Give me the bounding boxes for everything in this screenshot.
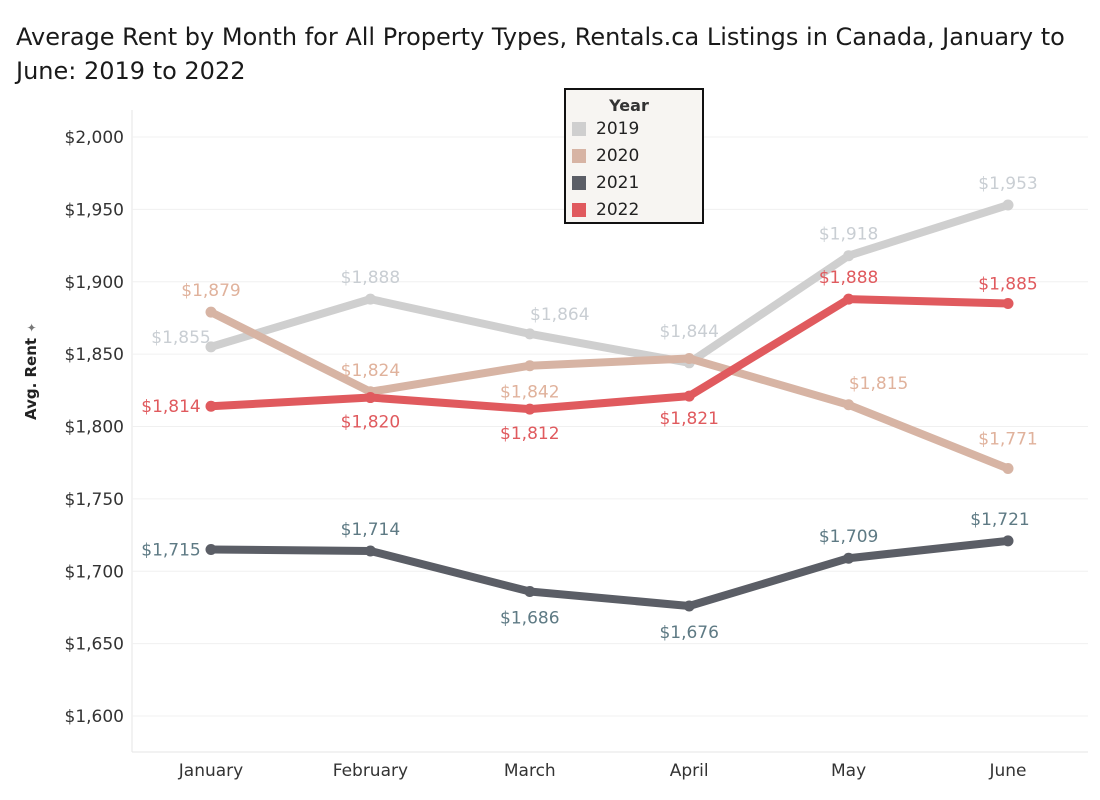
data-point-2021: [683, 600, 695, 612]
data-label-2022: $1,812: [500, 424, 559, 444]
x-tick-label: February: [333, 761, 408, 781]
y-tick-label: $1,950: [65, 200, 124, 220]
legend[interactable]: Year 2019 2020 2021 2022: [564, 88, 704, 224]
data-point-2020: [524, 360, 536, 372]
data-label-2020: $1,879: [181, 281, 240, 301]
data-label-2020: $1,824: [341, 361, 400, 381]
data-point-2022: [1002, 297, 1014, 309]
data-label-2019: $1,888: [341, 268, 400, 288]
legend-label: 2020: [596, 145, 640, 166]
data-point-2021: [843, 552, 855, 564]
legend-item-2022[interactable]: 2022: [566, 196, 702, 223]
chart-title: Average Rent by Month for All Property T…: [16, 23, 1065, 85]
legend-swatch: [572, 175, 586, 190]
x-tick-label: March: [504, 761, 556, 781]
data-point-2019: [843, 250, 855, 262]
data-point-2022: [205, 400, 217, 412]
legend-label: 2019: [596, 118, 640, 139]
series-line-2022: [210, 295, 1009, 414]
data-label-2020: $1,771: [978, 429, 1037, 449]
x-tick-label: May: [831, 761, 866, 781]
pin-icon: ✦: [25, 322, 39, 333]
y-tick-label: $1,700: [65, 562, 124, 582]
data-label-2021: $1,721: [970, 510, 1029, 530]
y-tick-label: $2,000: [65, 128, 124, 148]
data-point-2019: [1002, 199, 1014, 211]
data-label-2021: $1,709: [819, 527, 878, 547]
data-point-2020: [843, 399, 855, 411]
data-label-2021: $1,686: [500, 609, 559, 629]
data-label-2021: $1,676: [659, 623, 718, 643]
data-point-2021: [364, 545, 376, 557]
legend-swatch: [572, 121, 586, 136]
y-tick-label: $1,800: [65, 418, 124, 438]
data-label-2021: $1,715: [141, 541, 200, 561]
data-label-2020: $1,815: [849, 374, 908, 394]
data-label-2019: $1,855: [151, 328, 210, 348]
legend-label: 2022: [596, 199, 640, 220]
y-tick-label: $1,850: [65, 345, 124, 365]
data-label-2022: $1,814: [141, 397, 200, 417]
legend-item-2020[interactable]: 2020: [566, 142, 702, 169]
x-tick-label: June: [988, 761, 1026, 781]
y-tick-label: $1,600: [65, 707, 124, 727]
data-label-2021: $1,714: [341, 520, 400, 540]
legend-swatch: [572, 148, 586, 163]
legend-title: Year: [609, 96, 649, 115]
legend-swatch: [572, 202, 586, 217]
data-label-2019: $1,864: [530, 305, 589, 325]
data-label-2020: $1,842: [500, 383, 559, 403]
data-label-2019: $1,953: [978, 174, 1037, 194]
data-point-2022: [683, 390, 695, 402]
y-tick-label: $1,900: [65, 273, 124, 293]
x-tick-label: April: [670, 761, 709, 781]
data-label-2022: $1,885: [978, 274, 1037, 294]
data-label-2022: $1,888: [819, 268, 878, 288]
x-tick-label: January: [178, 761, 243, 781]
series-line-2019: [209, 201, 1010, 367]
data-point-2019: [364, 293, 376, 305]
series-line-2021: [210, 536, 1009, 610]
data-point-2022: [364, 392, 376, 404]
data-label-2022: $1,820: [341, 413, 400, 433]
data-point-2020: [683, 352, 695, 364]
y-tick-label: $1,650: [65, 635, 124, 655]
data-point-2021: [205, 544, 217, 556]
data-label-2019: $1,918: [819, 225, 878, 245]
legend-label: 2021: [596, 172, 640, 193]
data-point-2019: [205, 341, 217, 353]
data-point-2022: [524, 403, 536, 415]
data-point-2021: [1002, 535, 1014, 547]
data-point-2019: [524, 328, 536, 340]
y-tick-label: $1,750: [65, 490, 124, 510]
series-line-2020: [209, 308, 1010, 473]
data-label-2019: $1,844: [659, 322, 718, 342]
data-point-2021: [524, 586, 536, 598]
data-point-2020: [1002, 462, 1014, 474]
data-label-2022: $1,821: [659, 409, 718, 429]
y-axis-label: Avg. Rent ✦: [22, 322, 40, 420]
legend-item-2021[interactable]: 2021: [566, 169, 702, 196]
legend-item-2019[interactable]: 2019: [566, 115, 702, 142]
data-point-2022: [843, 293, 855, 305]
data-point-2020: [205, 306, 217, 318]
